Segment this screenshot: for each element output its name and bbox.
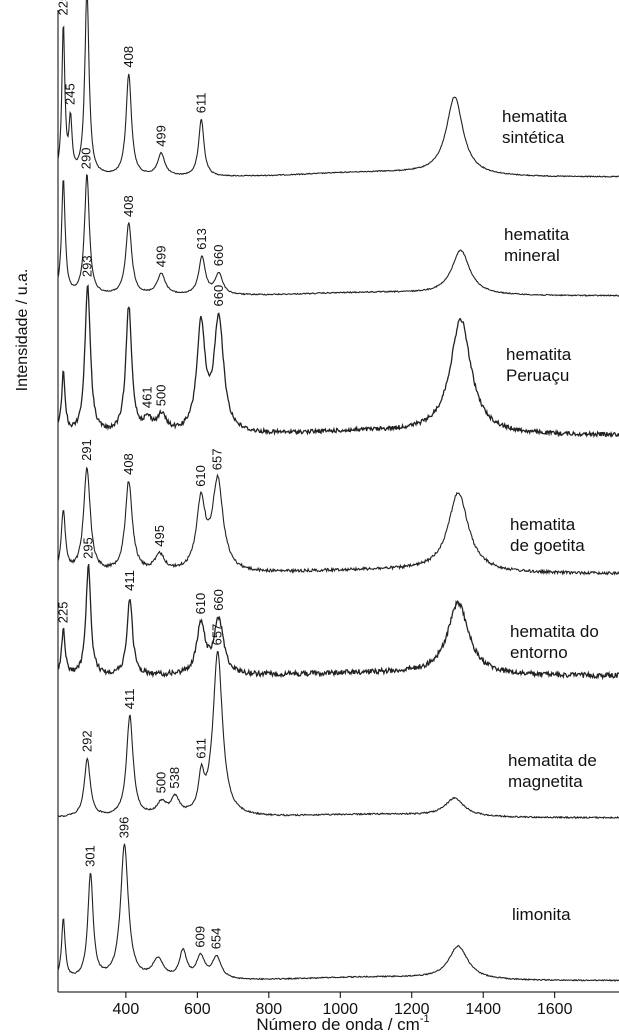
peak-annotation: 301 — [83, 845, 98, 867]
series-label: hematita — [504, 225, 570, 244]
series-label: mineral — [504, 246, 560, 265]
series-label: hematita — [502, 107, 568, 126]
series-label-group: hematita sintética hematita mineral hematita… — [502, 107, 599, 924]
peak-annotation: 500 — [154, 384, 169, 406]
series-label: Peruaçu — [506, 366, 569, 385]
plot-frame — [57, 10, 619, 993]
series-label: limonita — [512, 905, 571, 924]
peak-annotation: 290 — [79, 147, 94, 169]
peak-annotation: 499 — [153, 245, 168, 267]
spectrum-line — [57, 466, 619, 576]
peak-annotation: 611 — [193, 92, 208, 113]
peak-annotation: 610 — [193, 593, 208, 615]
series-label: entorno — [510, 643, 568, 662]
peak-annotation: 295 — [80, 537, 95, 559]
peak-annotation: 411 — [122, 570, 137, 591]
series-label: de goetita — [510, 536, 585, 555]
peak-annotation: 495 — [152, 525, 167, 547]
peak-annotation: 654 — [209, 928, 224, 950]
series-label: magnetita — [508, 772, 583, 791]
peak-annotation: 538 — [167, 767, 182, 789]
peak-annotation: 611 — [193, 738, 208, 759]
series-label: hematita de — [508, 751, 597, 770]
peak-annotation: 408 — [121, 46, 136, 68]
peak-annotation: 245 — [63, 83, 78, 105]
series-label: hematita do — [510, 622, 599, 641]
series-label: sintética — [502, 128, 565, 147]
peak-annotation: 225 — [55, 0, 70, 16]
peak-annotation: 408 — [121, 453, 136, 475]
peak-annotation: 660 — [211, 285, 226, 307]
x-tick-label: 800 — [255, 1001, 282, 1018]
x-tick-label: 1000 — [322, 1001, 358, 1018]
peak-annotation: 291 — [79, 439, 94, 461]
peak-annotation: 610 — [193, 465, 208, 487]
x-tick-label: 600 — [184, 1001, 211, 1018]
spectrum-line — [57, 0, 619, 178]
spectrum-line — [57, 173, 619, 297]
peak-annotation: 609 — [193, 926, 208, 948]
x-tick-label: 1400 — [465, 1001, 501, 1018]
peak-annotation: 461 — [140, 386, 155, 408]
series-label: hematita — [510, 515, 576, 534]
x-axis-label: Número de onda / cm-1 — [256, 1013, 429, 1034]
spectrum-line — [57, 284, 619, 439]
spectrum-line — [57, 843, 619, 982]
spectrum-line — [57, 650, 619, 820]
peak-annotation: 499 — [153, 125, 168, 147]
peak-annotation: 657 — [210, 624, 225, 646]
peak-annotation: 225 — [55, 601, 70, 623]
peak-annotation: 660 — [211, 244, 226, 266]
peak-annotation: 293 — [80, 255, 95, 277]
x-tick-label: 1600 — [537, 1001, 573, 1018]
series-label: hematita — [506, 345, 572, 364]
spectrum-line — [57, 563, 619, 681]
peak-annotation: 408 — [121, 195, 136, 217]
peak-annotation: 396 — [117, 817, 132, 839]
x-tick-group: 400 600 800 1000 1200 1400 1600 — [113, 992, 573, 1018]
peak-annotation-group: 2252452914084996112904084996136602934615… — [55, 0, 225, 949]
x-tick-label: 1200 — [394, 1001, 430, 1018]
peak-annotation: 411 — [122, 689, 137, 710]
peak-annotation: 292 — [79, 730, 94, 752]
peak-annotation: 657 — [210, 448, 225, 470]
peak-annotation: 660 — [211, 589, 226, 611]
x-tick-label: 400 — [113, 1001, 140, 1018]
peak-annotation: 613 — [194, 228, 209, 250]
x-axis-label-superscript: -1 — [420, 1013, 430, 1025]
y-axis-label: Intensidade / u.a. — [14, 269, 31, 392]
peak-annotation: 500 — [154, 772, 169, 794]
spectra-group — [57, 0, 619, 982]
